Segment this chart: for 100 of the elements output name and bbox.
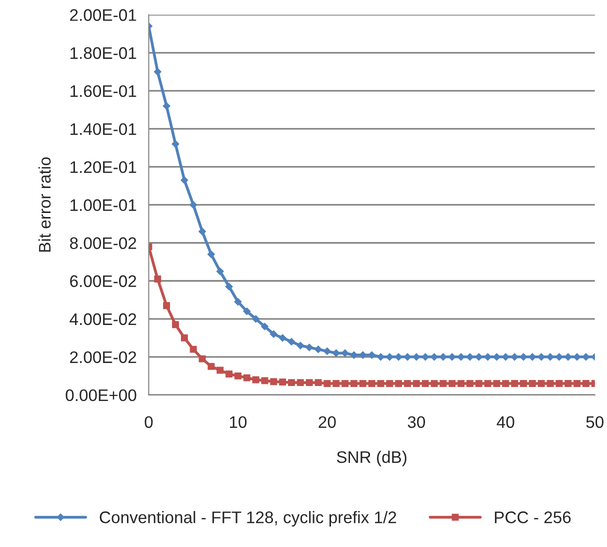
point [180, 176, 188, 184]
point [163, 302, 170, 310]
point [270, 330, 278, 338]
point [323, 347, 332, 356]
point [216, 366, 224, 374]
point [341, 349, 349, 358]
y-tick-label: 4.00E-02 [70, 313, 136, 326]
point [261, 377, 268, 384]
point [564, 380, 572, 387]
point [278, 334, 286, 342]
point [332, 380, 340, 387]
point [242, 307, 251, 316]
point [208, 362, 215, 370]
point [386, 380, 394, 387]
point [377, 380, 384, 387]
point [430, 380, 438, 387]
x-tick-label: 0 [144, 416, 153, 428]
point [475, 380, 482, 387]
point [458, 380, 464, 387]
point [226, 370, 232, 378]
point [243, 374, 250, 382]
point [154, 276, 162, 282]
y-tick-label: 6.00E-02 [70, 275, 136, 288]
point [207, 250, 216, 258]
point [314, 379, 322, 386]
point [198, 228, 206, 236]
point [546, 380, 554, 387]
x-tick-label: 30 [408, 416, 426, 428]
y-tick-label: 1.00E-01 [70, 199, 136, 212]
x-tick-label: 10 [230, 416, 247, 428]
point [342, 380, 348, 387]
point [154, 68, 162, 76]
point [520, 380, 527, 387]
point [216, 267, 224, 276]
point [466, 380, 474, 387]
point [225, 282, 233, 291]
point [440, 380, 447, 387]
point [520, 352, 528, 361]
point [279, 378, 286, 386]
x-tick-label: 50 [586, 416, 604, 428]
point [296, 379, 304, 386]
point [510, 352, 518, 361]
y-tick-label: 1.40E-01 [70, 123, 136, 136]
y-tick-label: 2.00E-01 [70, 9, 136, 21]
point [350, 351, 358, 359]
point [314, 345, 322, 354]
point [502, 380, 510, 387]
point [466, 352, 474, 361]
point [190, 346, 197, 353]
point [573, 352, 581, 361]
point [305, 343, 314, 352]
point [234, 298, 242, 306]
point [172, 140, 180, 148]
point [422, 380, 429, 387]
point [359, 380, 366, 387]
point [252, 376, 260, 384]
point [260, 322, 269, 330]
y-tick-label: 8.00E-02 [70, 237, 136, 250]
point [556, 380, 563, 387]
point [582, 380, 590, 387]
point [404, 352, 412, 361]
point [457, 352, 465, 361]
y-axis-title: Bit error ratio [38, 157, 51, 252]
point [172, 321, 179, 328]
point [306, 379, 313, 386]
y-tick-label: 1.20E-01 [70, 161, 136, 174]
x-axis-title: SNR (dB) [336, 450, 406, 466]
point [412, 380, 420, 387]
legend-label: Conventional - FFT 128, cyclic prefix 1/2 [100, 510, 396, 527]
point [296, 342, 304, 350]
point [162, 102, 170, 110]
point [493, 380, 500, 387]
point [234, 372, 242, 380]
point [574, 380, 580, 387]
x-tick-label: 40 [496, 416, 514, 428]
point [394, 352, 402, 361]
point [404, 380, 411, 387]
y-tick-label: 1.80E-01 [70, 47, 136, 59]
point [395, 380, 402, 387]
y-tick-label: 0.00E+00 [66, 389, 136, 402]
point [324, 380, 331, 387]
point [528, 380, 536, 387]
point [484, 380, 492, 387]
point [350, 380, 358, 387]
point [288, 338, 296, 346]
point [180, 334, 188, 342]
point [198, 355, 206, 362]
y-tick-label: 1.60E-01 [70, 85, 136, 98]
point [288, 379, 295, 386]
point [368, 380, 376, 387]
point [582, 352, 590, 361]
point [189, 200, 198, 209]
legend-label: PCC - 256 [494, 511, 571, 524]
point [448, 380, 456, 387]
point [252, 314, 260, 323]
point [511, 380, 518, 387]
y-tick-label: 2.00E-02 [70, 351, 136, 364]
x-tick-label: 20 [318, 416, 336, 428]
point [270, 378, 278, 386]
point [538, 380, 545, 387]
